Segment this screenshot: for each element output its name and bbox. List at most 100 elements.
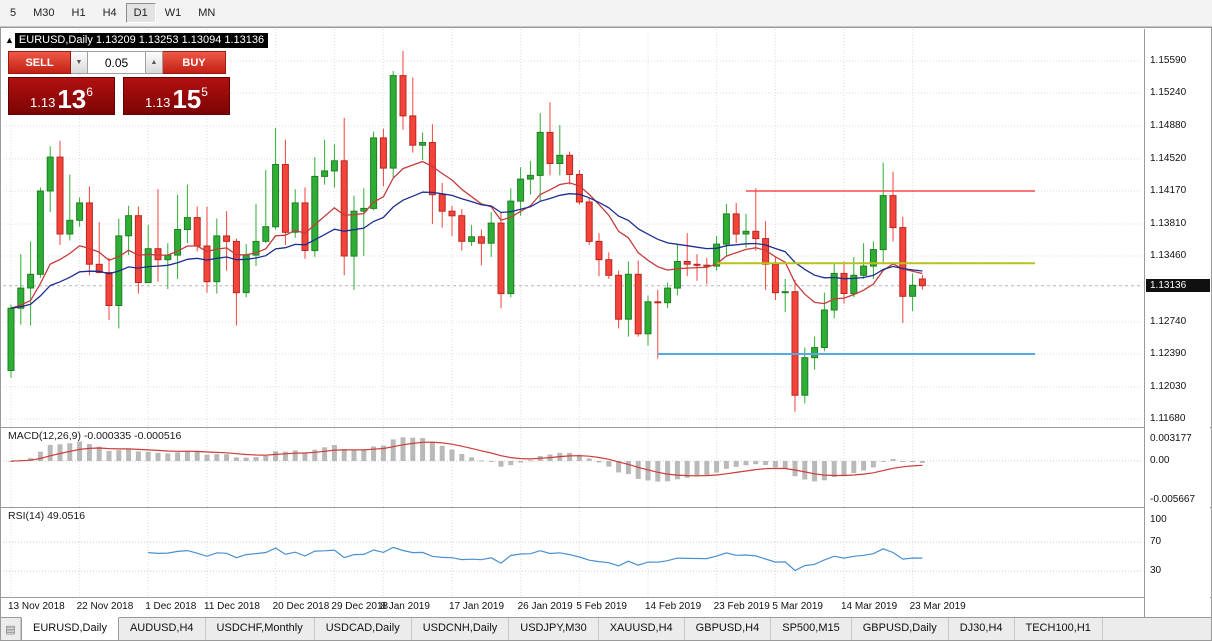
macd-histogram-bar — [625, 461, 631, 475]
tab-tech100-h1[interactable]: TECH100,H1 — [1014, 618, 1103, 640]
candle — [507, 200, 515, 295]
tab-audusd-h4[interactable]: AUDUSD,H4 — [118, 618, 206, 640]
tab-gbpusd-h4[interactable]: GBPUSD,H4 — [684, 618, 772, 640]
candle — [183, 217, 191, 231]
candle — [664, 287, 672, 304]
candle — [85, 202, 93, 265]
candle — [585, 201, 593, 242]
candle — [330, 160, 338, 172]
date-label: 20 Dec 2018 — [272, 601, 330, 612]
candle — [262, 226, 270, 242]
macd-histogram-bar — [439, 445, 445, 461]
volume-dropdown-button[interactable]: ▼ — [71, 51, 88, 74]
macd-histogram-bar — [655, 461, 661, 482]
tab-gbpusd-daily[interactable]: GBPUSD,Daily — [851, 618, 949, 640]
candle — [477, 236, 485, 244]
date-label: 23 Feb 2019 — [713, 601, 770, 612]
rsi-axis-label: 100 — [1150, 514, 1167, 526]
macd-histogram-bar — [126, 448, 132, 461]
macd-histogram-bar — [478, 460, 484, 462]
candle — [791, 291, 799, 396]
macd-histogram-bar — [586, 458, 592, 461]
buy-price-prefix: 1.13 — [145, 95, 171, 110]
one-click-collapse-icon[interactable]: ▲ — [5, 35, 14, 45]
macd-histogram-bar — [233, 457, 239, 461]
volume-stepper-button[interactable]: ▲ — [146, 51, 163, 74]
panel-separator[interactable] — [1, 427, 1211, 428]
candle — [860, 265, 868, 276]
sell-button[interactable]: SELL — [8, 51, 71, 74]
timeframe-w1-button[interactable]: W1 — [157, 3, 190, 23]
chart-title-row: ▲ EURUSD,Daily 1.13209 1.13253 1.13094 1… — [5, 33, 269, 48]
buy-quote[interactable]: 1.13 15 5 — [123, 77, 230, 115]
date-label: 14 Feb 2019 — [645, 601, 702, 612]
macd-histogram-bar — [214, 454, 220, 461]
tab-dj30-h4[interactable]: DJ30,H4 — [948, 618, 1015, 640]
candle — [340, 160, 348, 257]
candle — [742, 230, 750, 235]
price-axis[interactable]: 1.13136 1.15590 1.15240 1.14880 1.14520 1.14… — [1144, 29, 1210, 617]
timeframe-m30-button[interactable]: M30 — [25, 3, 62, 23]
candle — [409, 115, 417, 146]
candle — [76, 202, 84, 221]
date-label: 8 Jan 2019 — [380, 601, 430, 612]
macd-histogram-bar — [361, 450, 367, 461]
timeframe-h1-button[interactable]: H1 — [64, 3, 94, 23]
sell-price-sup: 6 — [86, 85, 93, 99]
candle — [272, 164, 280, 228]
macd-histogram-bar — [380, 445, 386, 461]
macd-histogram-bar — [292, 450, 298, 461]
candle — [850, 274, 858, 295]
macd-histogram-bar — [792, 461, 798, 477]
candle — [752, 230, 760, 240]
date-axis[interactable]: 13 Nov 2018 22 Nov 2018 1 Dec 2018 11 Dec 2… — [3, 598, 1143, 617]
candle — [605, 259, 613, 276]
macd-histogram-bar — [459, 454, 465, 461]
chart-tabs-icon[interactable]: ▤ — [1, 618, 21, 640]
macd-histogram-bar — [527, 460, 533, 462]
candle — [27, 273, 35, 289]
macd-histogram-bar — [772, 461, 778, 468]
price-axis-label: 1.12390 — [1150, 347, 1187, 359]
candle — [232, 240, 240, 294]
sell-quote[interactable]: 1.13 13 6 — [8, 77, 115, 115]
candle — [95, 263, 103, 274]
rsi-canvas[interactable] — [3, 508, 1143, 597]
candle — [7, 307, 15, 372]
price-axis-label: 1.15240 — [1150, 87, 1187, 99]
candle — [820, 309, 828, 348]
rsi-indicator-label: RSI(14) 49.0516 — [8, 510, 86, 522]
timeframe-mn-button[interactable]: MN — [190, 3, 223, 23]
candle — [487, 222, 495, 244]
macd-histogram-bar — [77, 441, 83, 461]
candle — [154, 248, 162, 261]
candle — [134, 215, 142, 283]
tab-usdcnh-daily[interactable]: USDCNH,Daily — [411, 618, 510, 640]
buy-button[interactable]: BUY — [163, 51, 226, 74]
tab-usdjpy-m30[interactable]: USDJPY,M30 — [509, 618, 599, 640]
macd-histogram-bar — [733, 461, 739, 467]
macd-histogram-bar — [175, 452, 181, 461]
panel-separator[interactable] — [1, 597, 1211, 598]
macd-histogram-bar — [145, 451, 151, 461]
macd-histogram-bar — [194, 451, 200, 461]
price-axis-label: 1.12030 — [1150, 380, 1187, 392]
macd-histogram-bar — [106, 451, 112, 461]
timeframe-m5-button[interactable]: 5 — [2, 3, 24, 23]
tab-xauusd-h4[interactable]: XAUUSD,H4 — [598, 618, 685, 640]
macd-histogram-bar — [204, 454, 210, 461]
volume-input[interactable] — [88, 51, 146, 74]
candle — [252, 240, 260, 256]
tab-usdcad-daily[interactable]: USDCAD,Daily — [314, 618, 412, 640]
macd-histogram-bar — [812, 461, 818, 482]
tab-usdchf-monthly[interactable]: USDCHF,Monthly — [205, 618, 315, 640]
tab-eurusd-daily[interactable]: EURUSD,Daily — [21, 617, 119, 640]
timeframe-h4-button[interactable]: H4 — [95, 3, 125, 23]
macd-histogram-bar — [498, 461, 504, 467]
macd-histogram-bar — [841, 461, 847, 476]
macd-canvas[interactable] — [3, 428, 1143, 507]
timeframe-d1-button[interactable]: D1 — [125, 3, 156, 23]
panel-separator[interactable] — [1, 507, 1211, 508]
macd-histogram-bar — [596, 461, 602, 463]
tab-sp500-m15[interactable]: SP500,M15 — [771, 618, 852, 640]
